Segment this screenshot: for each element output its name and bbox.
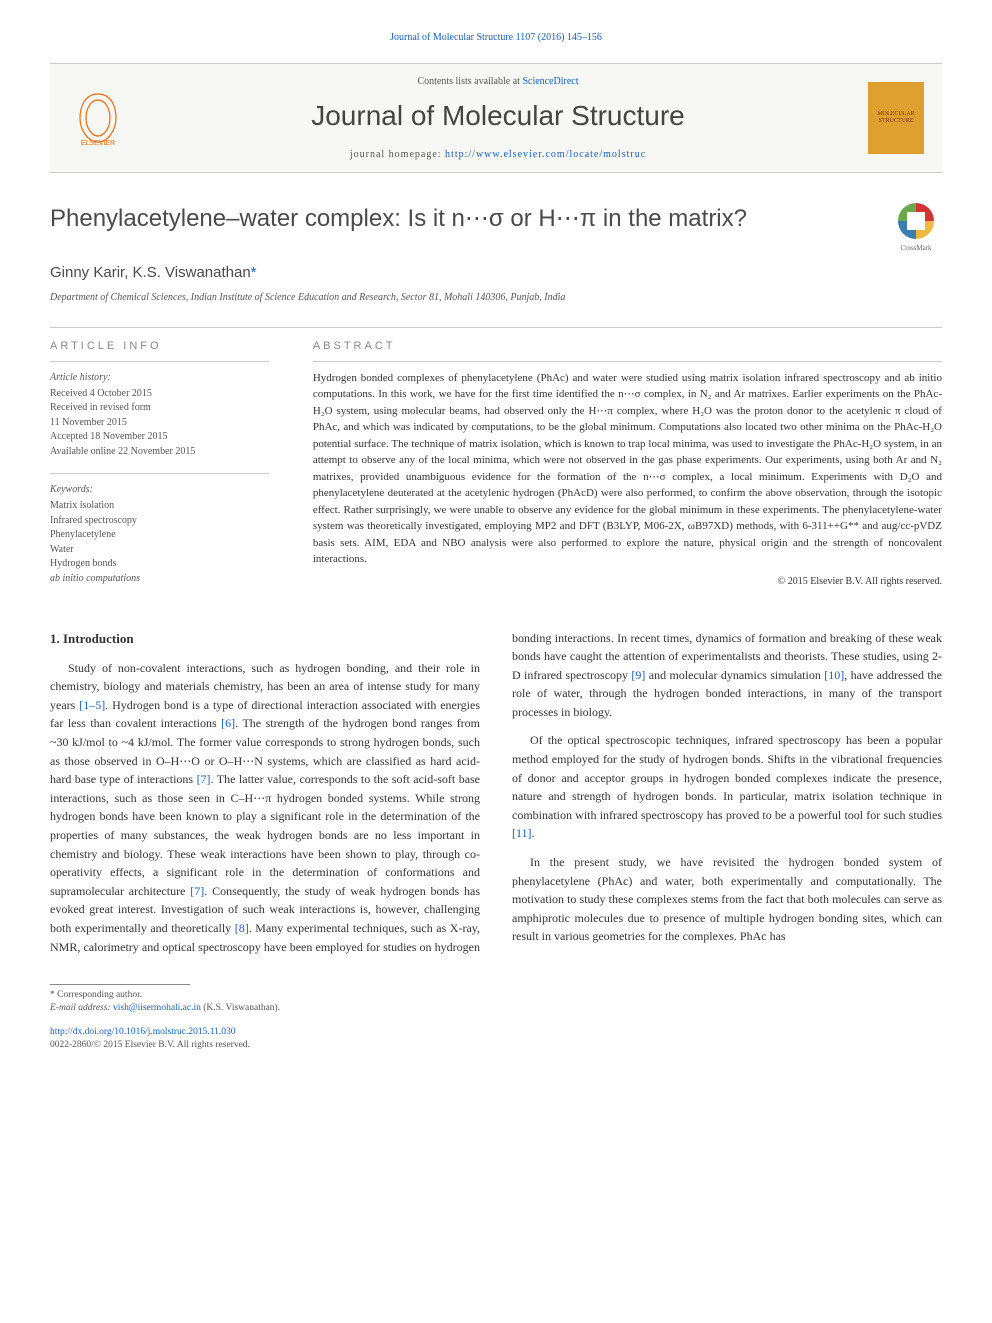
- svg-text:ELSEVIER: ELSEVIER: [81, 140, 115, 146]
- journal-name: Journal of Molecular Structure: [128, 95, 868, 137]
- abstract-copyright: © 2015 Elsevier B.V. All rights reserved…: [313, 574, 942, 589]
- abstract-head: ABSTRACT: [313, 328, 942, 362]
- abstract-text: Hydrogen bonded complexes of phenylacety…: [313, 370, 942, 568]
- issn-copyright: 0022-2860/© 2015 Elsevier B.V. All right…: [50, 1039, 942, 1052]
- article-info-column: ARTICLE INFO Article history: Received 4…: [50, 328, 291, 589]
- ref-link[interactable]: [8]: [235, 921, 249, 935]
- footer-rule: [50, 984, 190, 985]
- ref-link[interactable]: [1–5]: [79, 698, 105, 712]
- body-paragraph: Of the optical spectroscopic techniques,…: [512, 731, 942, 843]
- homepage-prefix: journal homepage:: [350, 149, 445, 160]
- ref-link[interactable]: [6]: [221, 716, 235, 730]
- email-line: E-mail address: vish@iisermohali.ac.in (…: [50, 1002, 942, 1015]
- history-item: Accepted 18 November 2015: [50, 430, 269, 445]
- email-suffix: (K.S. Viswanathan).: [201, 1003, 280, 1013]
- keyword: Water: [50, 543, 269, 558]
- journal-header: ELSEVIER Contents lists available at Sci…: [50, 63, 942, 173]
- corresponding-author-note: * Corresponding author.: [50, 989, 942, 1002]
- crossmark-label: CrossMark: [900, 243, 931, 254]
- sciencedirect-link[interactable]: ScienceDirect: [522, 76, 578, 87]
- section-heading-introduction: 1. Introduction: [50, 629, 480, 649]
- journal-homepage-line: journal homepage: http://www.elsevier.co…: [128, 147, 868, 162]
- footer-block: * Corresponding author. E-mail address: …: [50, 984, 942, 1052]
- keyword: Matrix isolation: [50, 499, 269, 514]
- body-two-column: 1. Introduction Study of non-covalent in…: [50, 629, 942, 957]
- keywords-label: Keywords:: [50, 473, 269, 497]
- keyword: Hydrogen bonds: [50, 557, 269, 572]
- top-citation: Journal of Molecular Structure 1107 (201…: [50, 30, 942, 45]
- history-item: Available online 22 November 2015: [50, 445, 269, 460]
- article-info-head: ARTICLE INFO: [50, 328, 269, 362]
- homepage-link[interactable]: http://www.elsevier.com/locate/molstruc: [445, 149, 646, 160]
- corresponding-mark: *: [251, 264, 257, 281]
- header-center: Contents lists available at ScienceDirec…: [128, 74, 868, 162]
- email-label: E-mail address:: [50, 1003, 113, 1013]
- top-citation-link[interactable]: Journal of Molecular Structure 1107 (201…: [390, 32, 602, 43]
- doi-link[interactable]: http://dx.doi.org/10.1016/j.molstruc.201…: [50, 1027, 236, 1037]
- history-label: Article history:: [50, 370, 269, 385]
- ref-link[interactable]: [11]: [512, 826, 532, 840]
- elsevier-logo: ELSEVIER: [68, 90, 128, 146]
- ref-link[interactable]: [7]: [197, 772, 211, 786]
- meta-abstract-row: ARTICLE INFO Article history: Received 4…: [50, 327, 942, 589]
- crossmark-badge[interactable]: CrossMark: [890, 203, 942, 254]
- ref-link[interactable]: [10]: [824, 668, 844, 682]
- keyword: ab initio computations: [50, 572, 269, 587]
- contents-prefix: Contents lists available at: [417, 76, 522, 87]
- body-paragraph: In the present study, we have revisited …: [512, 853, 942, 946]
- contents-line: Contents lists available at ScienceDirec…: [128, 74, 868, 89]
- journal-cover-text: MOLECULAR STRUCTURE: [868, 111, 924, 124]
- ref-link[interactable]: [7]: [190, 884, 204, 898]
- email-link[interactable]: vish@iisermohali.ac.in: [113, 1003, 201, 1013]
- keywords-list: Matrix isolation Infrared spectroscopy P…: [50, 499, 269, 586]
- keyword: Infrared spectroscopy: [50, 514, 269, 529]
- history-item: 11 November 2015: [50, 416, 269, 431]
- keyword: Phenylacetylene: [50, 528, 269, 543]
- affiliation: Department of Chemical Sciences, Indian …: [50, 290, 942, 305]
- ref-link[interactable]: [9]: [631, 668, 645, 682]
- authors: Ginny Karir, K.S. Viswanathan*: [50, 262, 942, 285]
- history-item: Received in revised form: [50, 401, 269, 416]
- author-names: Ginny Karir, K.S. Viswanathan: [50, 264, 251, 281]
- article-title: Phenylacetylene–water complex: Is it n⋯σ…: [50, 203, 870, 234]
- history-item: Received 4 October 2015: [50, 387, 269, 402]
- history-list: Received 4 October 2015 Received in revi…: [50, 387, 269, 460]
- abstract-column: ABSTRACT Hydrogen bonded complexes of ph…: [291, 328, 942, 589]
- crossmark-icon: [898, 203, 934, 239]
- journal-cover-thumbnail: MOLECULAR STRUCTURE: [868, 82, 924, 154]
